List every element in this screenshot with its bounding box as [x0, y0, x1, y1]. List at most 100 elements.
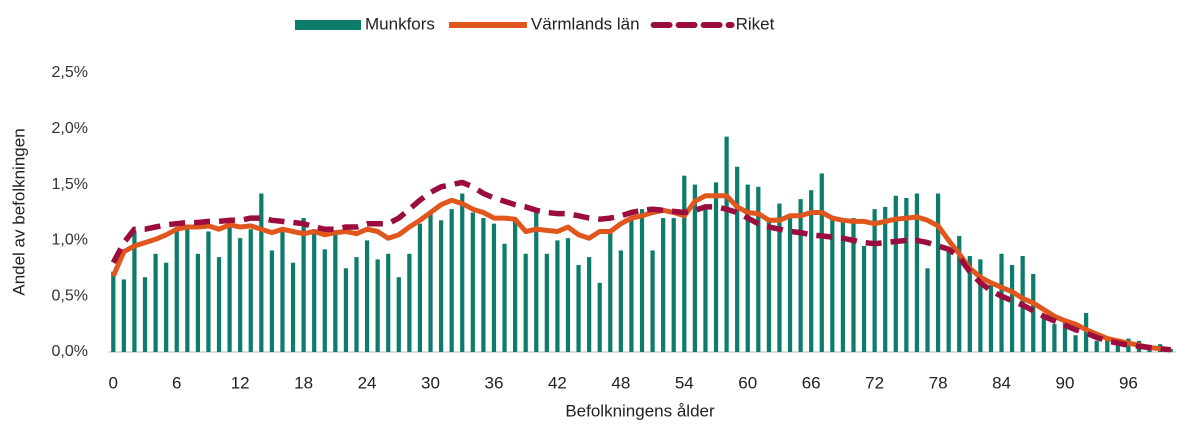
x-tick-label: 18 [294, 373, 313, 392]
line [111, 193, 1171, 353]
x-tick-label: 54 [675, 373, 694, 392]
bar [121, 279, 126, 352]
y-tick-label: 2,5% [52, 64, 88, 81]
bar [777, 203, 782, 352]
bar [375, 259, 380, 352]
x-tick-label: 66 [802, 373, 821, 392]
bar [438, 220, 444, 352]
bar [872, 209, 877, 352]
x-tick-label: 72 [865, 373, 884, 392]
bar [851, 218, 856, 352]
bar [248, 229, 253, 352]
bar [1115, 343, 1120, 352]
bar [290, 262, 296, 352]
x-tick-label: 6 [172, 373, 181, 392]
bar [650, 250, 655, 352]
bar [1168, 348, 1173, 352]
bar [682, 175, 687, 352]
bar [671, 218, 676, 352]
bar [883, 206, 888, 352]
x-tick-label: 24 [358, 373, 377, 392]
bar [830, 215, 835, 352]
bar [238, 238, 243, 352]
x-axis-label: Befolkningens ålder [565, 401, 715, 420]
bar [1041, 316, 1046, 352]
bar [407, 253, 412, 352]
bar [534, 212, 539, 352]
bar [819, 173, 824, 352]
bar [608, 229, 613, 352]
bar [724, 136, 729, 352]
bar [280, 231, 285, 352]
bar [935, 193, 941, 352]
x-tick-label: 96 [1119, 373, 1138, 392]
bar [661, 218, 666, 352]
bar [978, 259, 983, 352]
bar [142, 277, 148, 352]
bar [756, 186, 761, 352]
legend-swatch [295, 20, 361, 30]
bar [502, 243, 507, 352]
bar [491, 223, 497, 352]
bar [417, 223, 423, 352]
bar [766, 218, 772, 352]
y-tick-label: 1,5% [52, 176, 88, 193]
bar [322, 249, 327, 352]
bar [639, 209, 645, 352]
bar [925, 268, 930, 352]
bar [914, 193, 920, 352]
bar [798, 199, 803, 352]
legend-label: Värmlands län [531, 14, 640, 33]
x-tick-label: 84 [992, 373, 1011, 392]
x-tick-label: 0 [109, 373, 118, 392]
bar [428, 212, 433, 352]
y-tick-label: 0,0% [52, 343, 88, 360]
bar [512, 218, 518, 352]
bar [364, 240, 370, 352]
bar [164, 262, 169, 352]
bar [195, 253, 200, 352]
bar [946, 251, 951, 352]
bar [481, 218, 486, 352]
bar [1073, 335, 1078, 352]
y-tick-label: 1,0% [52, 232, 88, 249]
bar [312, 229, 317, 352]
bar [1062, 318, 1068, 352]
bar [227, 227, 232, 352]
bar [703, 209, 708, 352]
bar [354, 257, 359, 352]
bar [1094, 340, 1099, 352]
bar [840, 218, 846, 352]
bar [1009, 264, 1015, 352]
bar [269, 250, 275, 352]
bar [893, 195, 898, 352]
legend-label: Munkfors [365, 14, 435, 33]
x-tick-label: 48 [611, 373, 630, 392]
bar [216, 257, 222, 352]
x-tick-label: 36 [484, 373, 503, 392]
bar [713, 182, 719, 352]
bar [185, 229, 190, 352]
x-tick-label: 90 [1056, 373, 1075, 392]
bar [1084, 312, 1089, 352]
bar [629, 218, 634, 352]
bar [523, 253, 528, 352]
bar [111, 271, 116, 352]
bar [396, 277, 401, 352]
bar [576, 264, 581, 352]
bar [565, 238, 571, 352]
bar [470, 212, 475, 352]
bar [587, 257, 592, 352]
bar [904, 197, 909, 352]
y-axis-label: Andel av befolkningen [9, 128, 28, 295]
bar [735, 166, 740, 352]
bar [449, 209, 454, 352]
bar [206, 231, 211, 352]
bar [618, 250, 623, 352]
bar [132, 231, 137, 352]
bar [555, 240, 560, 352]
bar [861, 245, 867, 352]
bar [386, 253, 391, 352]
bar [787, 218, 793, 352]
